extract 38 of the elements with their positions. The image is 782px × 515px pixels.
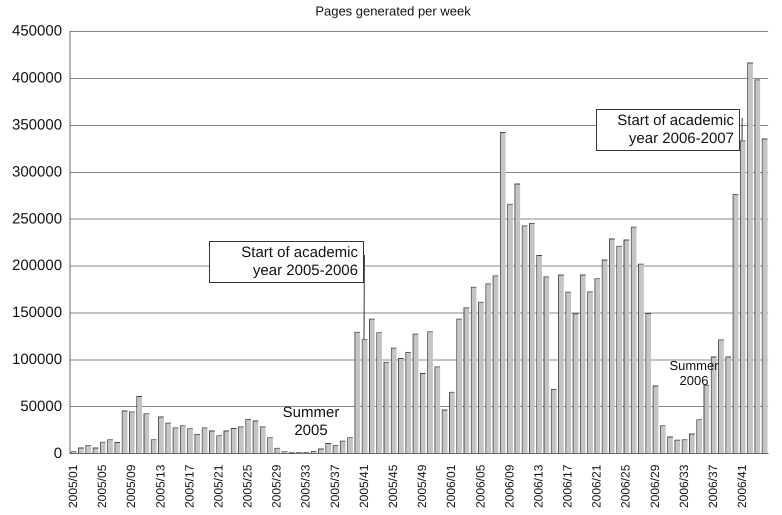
x-tick-label: 2005/05 — [95, 464, 110, 508]
x-tick-label: 2006/17 — [560, 464, 575, 508]
y-tick-label: 100000 — [12, 350, 62, 368]
x-tick-label: 2005/25 — [240, 464, 255, 508]
x-tick-label: 2006/33 — [676, 464, 691, 508]
x-tick-label: 2006/05 — [473, 464, 488, 508]
annotation: Start of academic year 2005-2006 — [209, 241, 364, 283]
x-tick-label: 2005/01 — [66, 464, 80, 508]
x-tick-label: 2005/49 — [415, 464, 430, 508]
x-tick-label: 2006/13 — [531, 464, 546, 508]
x-tick-label: 2006/41 — [735, 464, 750, 508]
y-tick-label: 150000 — [12, 304, 62, 322]
x-tick-label: 2005/21 — [211, 464, 226, 508]
x-tick-label: 2006/09 — [502, 464, 516, 508]
y-tick-label: 300000 — [12, 163, 62, 180]
annotation: Summer 2005 — [282, 404, 340, 440]
x-tick-label: 2006/37 — [706, 464, 720, 508]
x-tick-label: 2006/21 — [590, 464, 604, 508]
x-tick-label: 2006/25 — [618, 464, 633, 508]
x-tick-label: 2006/29 — [648, 464, 662, 508]
x-tick-label: 2005/17 — [182, 464, 196, 508]
x-tick-label: 2005/13 — [153, 464, 168, 508]
x-tick-label: 2005/41 — [356, 464, 371, 508]
y-tick-label: 50000 — [20, 398, 62, 415]
y-tick-label: 450000 — [12, 22, 62, 40]
chart-title: Pages generated per week — [315, 3, 472, 18]
y-tick-label: 200000 — [12, 257, 62, 274]
annotation: Start of academic year 2006-2007 — [596, 109, 740, 151]
y-tick-label: 0 — [54, 444, 62, 462]
x-tick-label: 2005/33 — [298, 464, 313, 508]
x-tick-label: 2006/01 — [444, 464, 458, 508]
y-tick-label: 350000 — [12, 116, 62, 134]
x-tick-label: 2005/09 — [124, 464, 138, 508]
x-tick-label: 2005/45 — [386, 464, 400, 508]
y-tick-label: 250000 — [12, 210, 62, 228]
x-tick-label: 2005/29 — [270, 464, 284, 508]
y-tick-label: 400000 — [12, 70, 62, 87]
x-tick-label: 2005/37 — [328, 464, 342, 508]
